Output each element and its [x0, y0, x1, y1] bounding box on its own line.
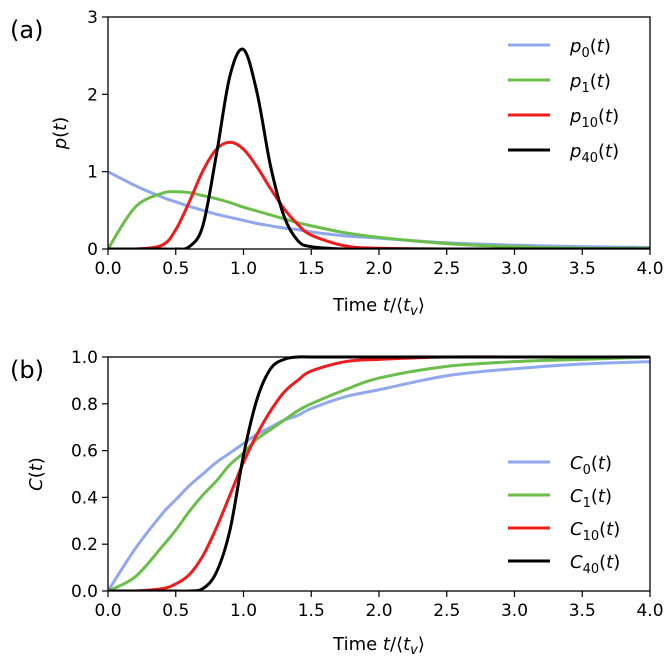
plot-frame [107, 16, 651, 250]
series-line-c1t [108, 355, 650, 591]
plot-frame [107, 356, 651, 592]
legend: C0(t) C1(t) C10(t) C40(t) [508, 453, 620, 577]
x-tick-label: 3.5 [569, 259, 596, 279]
x-tick-label: 4.0 [636, 259, 663, 279]
legend-entry: p0(t) [569, 36, 611, 61]
x-tick-label: 0.0 [94, 601, 121, 621]
y-tick-label: 1.0 [71, 348, 98, 368]
y-tick-label: 0.8 [71, 395, 98, 415]
x-tick-label: 0.5 [162, 601, 189, 621]
x-tick-label: 1.5 [298, 259, 325, 279]
x-axis-label: Time t/⟨tv⟩ [332, 634, 425, 658]
x-tick-label: 0.5 [162, 259, 189, 279]
x-tick-label: 3.0 [501, 601, 528, 621]
legend-entry: p1(t) [569, 71, 611, 96]
y-tick-label: 0 [87, 240, 98, 260]
x-tick-label: 1.0 [230, 601, 257, 621]
legend-entry: C1(t) [570, 486, 612, 511]
y-tick-label: 0.4 [71, 488, 98, 508]
panel-a: 0.0 0.5 1.0 1.5 2.0 2.5 3.0 3.5 4.0 0 1 2 3 Time t/⟨t… [10, 8, 664, 319]
legend-entry: C10(t) [570, 519, 620, 544]
y-tick-label: 0.0 [71, 582, 98, 602]
series-line-p10t [108, 140, 650, 249]
legend-entry: p40(t) [569, 141, 619, 166]
x-tick-label: 3.5 [569, 601, 596, 621]
legend-entry: C40(t) [570, 552, 620, 577]
y-axis-label: p(t) [50, 117, 71, 151]
series-line-p1t [108, 190, 650, 249]
x-tick-label: 3.0 [501, 259, 528, 279]
y-tick-label: 0.2 [71, 535, 98, 555]
x-axis-label: Time t/⟨tv⟩ [332, 295, 425, 319]
y-tick-label: 3 [87, 8, 98, 28]
series-line-p40t [108, 47, 650, 249]
legend: p0(t) p1(t) p10(t) p40(t) [508, 36, 619, 166]
x-tick-label: 2.5 [433, 601, 460, 621]
series-line-c10t [108, 355, 650, 591]
series-line-c0t [108, 360, 650, 591]
x-tick-label: 0.0 [94, 259, 121, 279]
legend-entry: C0(t) [570, 453, 612, 478]
legend-entry: p10(t) [569, 106, 619, 131]
panel-label: (b) [10, 356, 44, 384]
y-axis-label: C(t) [26, 457, 47, 491]
x-tick-label: 2.5 [433, 259, 460, 279]
panel-b: 0.0 0.5 1.0 1.5 2.0 2.5 3.0 3.5 4.0 0.0 0.2 0.4 0.6 0… [10, 348, 664, 658]
x-tick-label: 2.0 [365, 601, 392, 621]
y-tick-label: 1 [87, 163, 98, 183]
series-line-c40t [108, 355, 650, 591]
x-tick-label: 1.5 [298, 601, 325, 621]
series-group [108, 47, 650, 249]
y-tick-label: 2 [87, 85, 98, 105]
panel-label: (a) [10, 16, 43, 44]
series-group [108, 355, 650, 591]
x-tick-label: 4.0 [636, 601, 663, 621]
x-tick-label: 2.0 [365, 259, 392, 279]
x-tick-label: 1.0 [230, 259, 257, 279]
y-tick-label: 0.6 [71, 442, 98, 462]
